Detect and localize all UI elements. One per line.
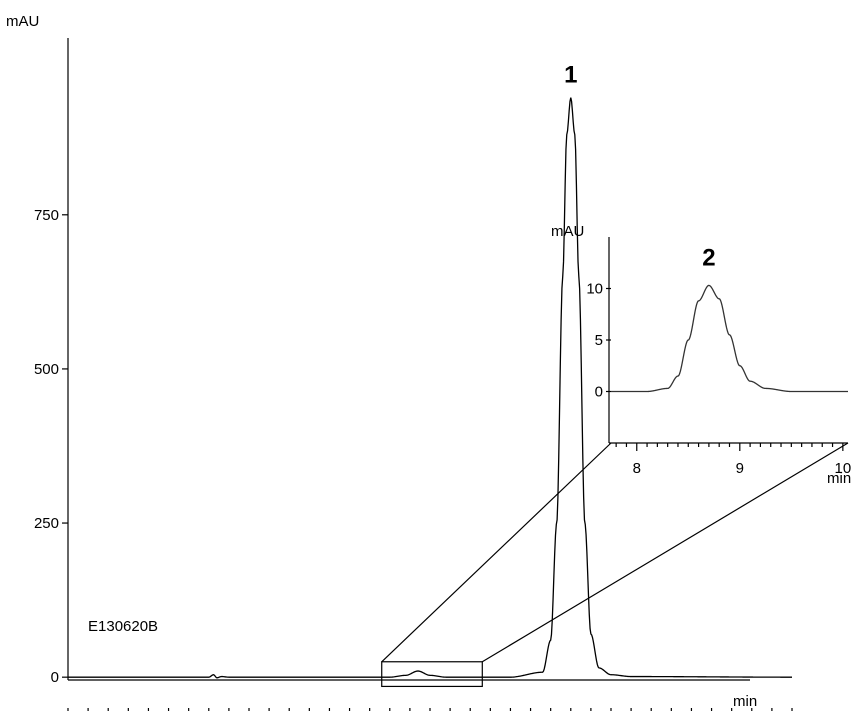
zoom-indicator	[381, 442, 849, 688]
main-peak-label: 1	[564, 62, 577, 89]
main-y-tick-label: 750	[34, 207, 59, 224]
inset-y-unit-label: mAU	[551, 223, 584, 240]
main-y-tick-label: 0	[51, 669, 59, 686]
zoom-connector-right	[481, 442, 849, 663]
main-x-unit-label: min	[733, 693, 757, 710]
zoom-box	[381, 661, 483, 688]
inset-peak-label: 2	[702, 244, 715, 271]
inset-chart: mAU min 0 5 10 8 9 10 2	[551, 223, 851, 487]
inset-y-tick-label: 10	[586, 281, 603, 298]
zoom-connector-left	[381, 442, 612, 663]
inset-x-tick-label: 10	[835, 460, 852, 477]
main-y-unit-label: mAU	[6, 13, 39, 30]
inset-y-tick-label: 5	[595, 332, 603, 349]
main-chart: mAU min E130620B 02505007500510151	[6, 13, 793, 711]
sample-id-label: E130620B	[88, 618, 158, 635]
main-y-tick-label: 250	[34, 515, 59, 532]
inset-x-unit-label: min	[827, 470, 851, 487]
inset-trace-line	[611, 284, 848, 393]
inset-x-tick-label: 9	[736, 460, 744, 477]
inset-x-tick-label: 8	[633, 460, 641, 477]
inset-y-tick-label: 0	[595, 384, 603, 401]
main-trace-line	[68, 97, 792, 679]
main-y-tick-label: 500	[34, 361, 59, 378]
